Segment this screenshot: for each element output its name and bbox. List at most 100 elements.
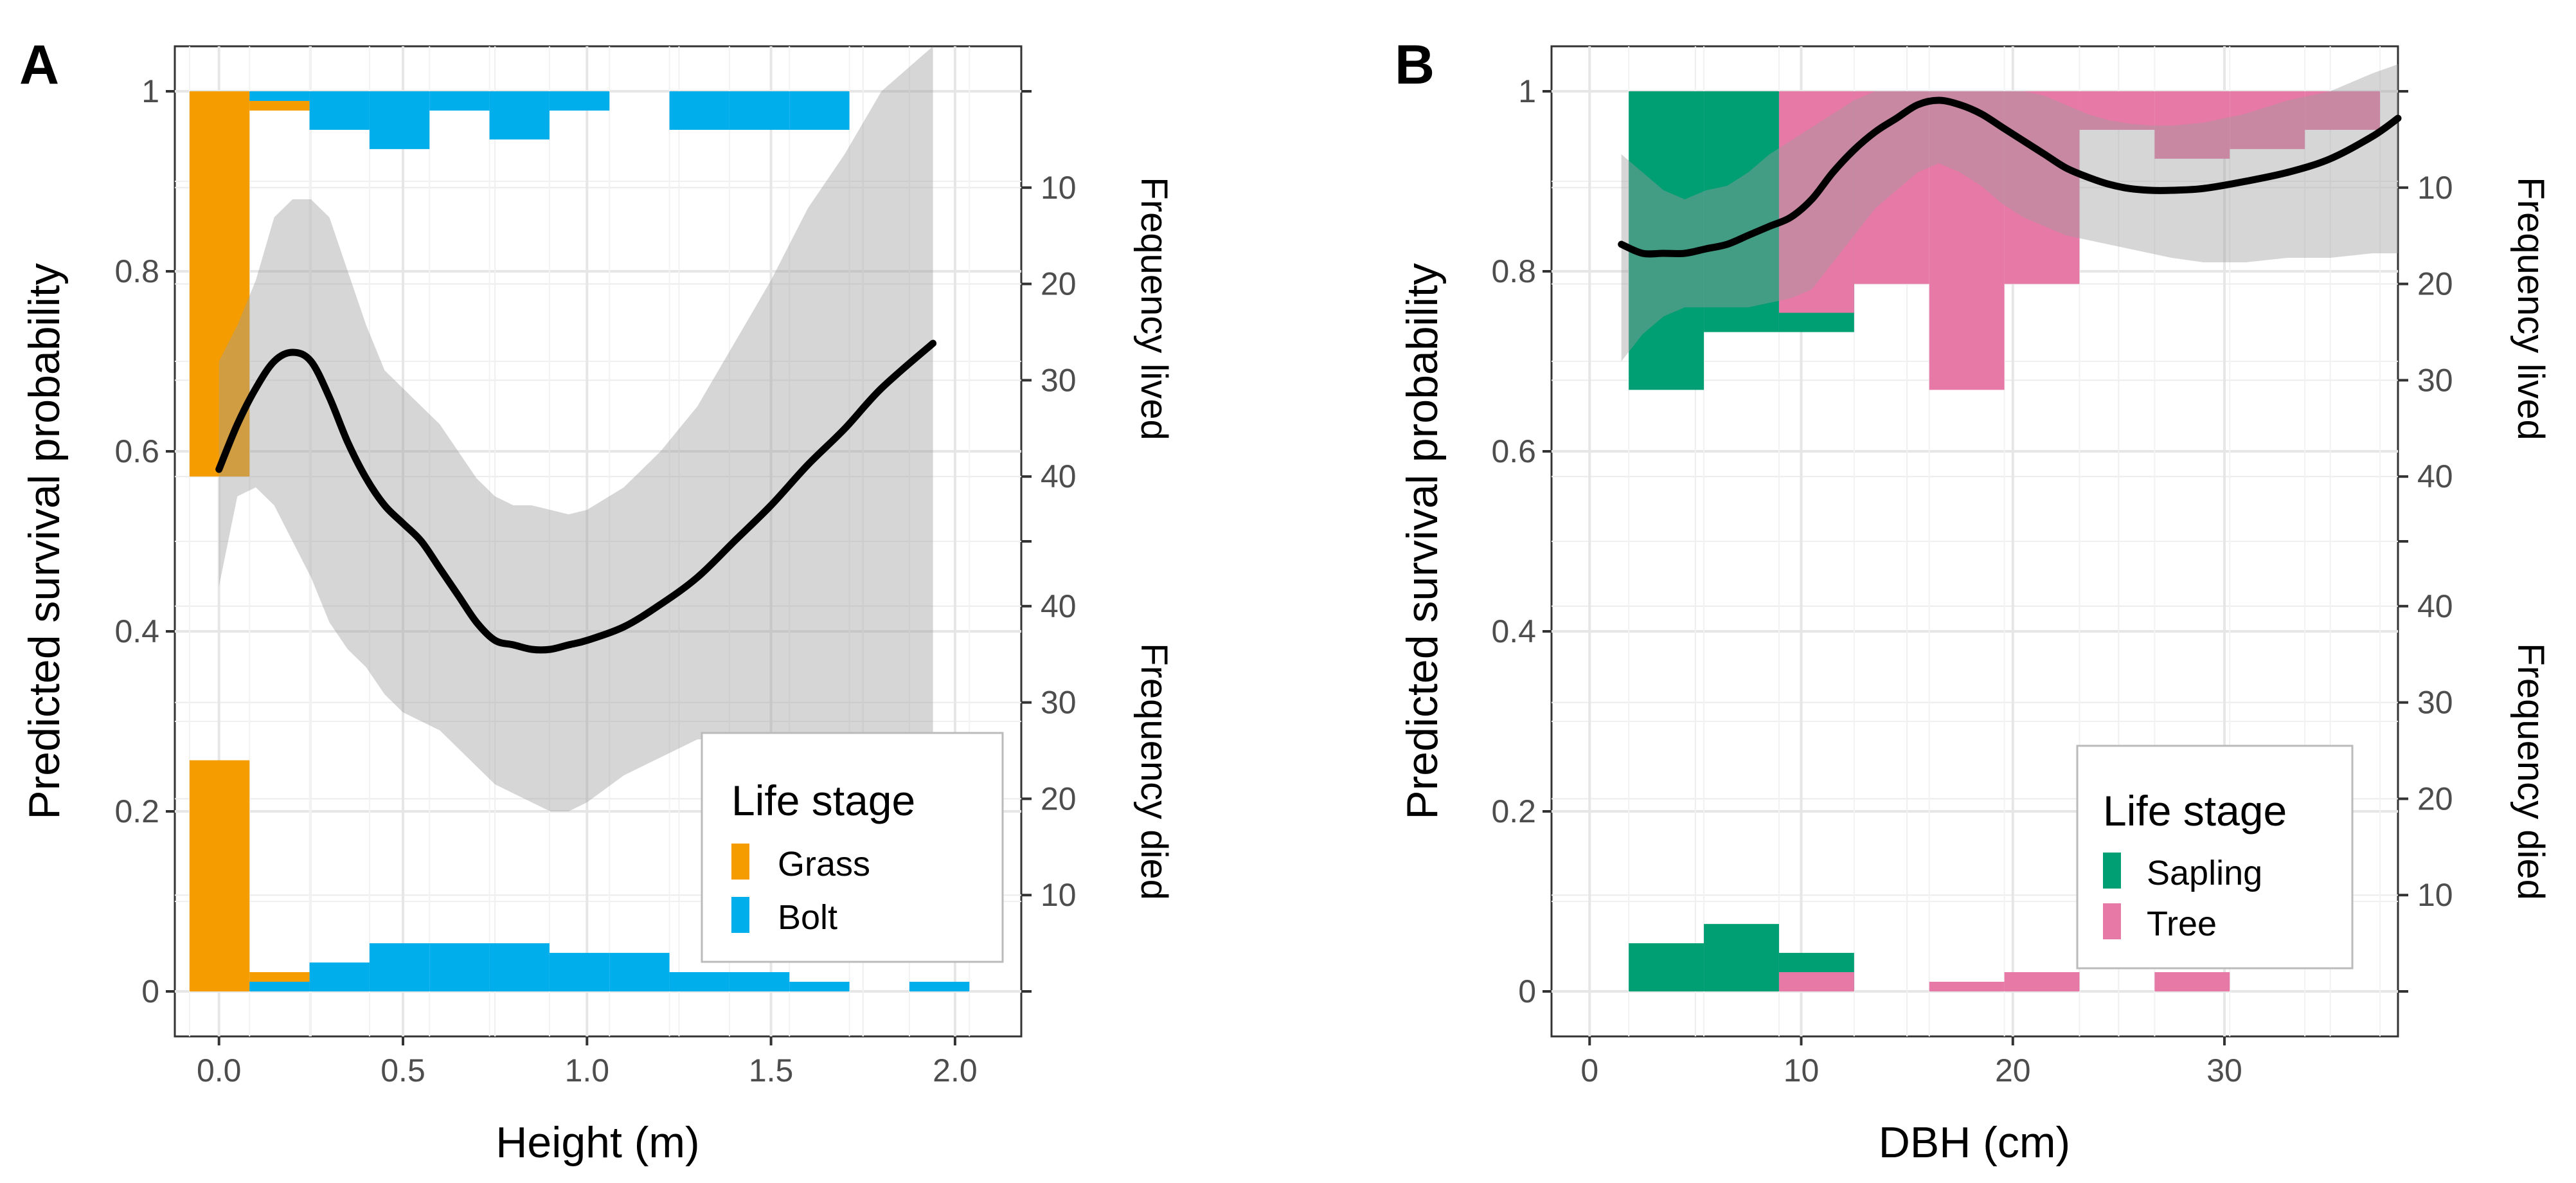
right-tick-label-lived: 30	[1041, 362, 1077, 398]
hist-bar-died-bolt	[609, 953, 670, 991]
hist-bar-lived-bolt	[729, 91, 790, 130]
x-tick-label: 2.0	[933, 1052, 978, 1088]
right-tick-label-died: 10	[1041, 877, 1077, 913]
hist-bar-lived-tree	[2154, 91, 2230, 159]
right-tick-label-lived: 20	[1041, 266, 1077, 302]
hist-bar-lived-bolt	[789, 91, 850, 130]
legend-label-grass: Grass	[778, 845, 870, 883]
hist-bar-died-tree	[2154, 972, 2230, 991]
right-tick-label-died: 40	[1041, 588, 1077, 624]
x-tick-label: 0.5	[380, 1052, 425, 1088]
right-tick-label-died: 20	[1041, 781, 1077, 817]
ci-ribbon	[219, 46, 933, 811]
y-axis-title-a: Predicted survival probability	[20, 263, 69, 820]
y-axis-title-b: Predicted survival probability	[1398, 263, 1447, 820]
hist-bar-died-bolt	[429, 943, 490, 991]
legend-label-tree: Tree	[2147, 905, 2217, 943]
x-tick-label: 10	[1784, 1052, 1820, 1088]
panel-label-b: B	[1395, 34, 1435, 96]
legend-a: Life stage Grass Bolt	[701, 732, 1004, 963]
hist-bar-died-tree	[1778, 972, 1854, 991]
panel-b: B 00.20.40.60.810 10 20 301020304010203040 …	[1395, 34, 2552, 1167]
hist-bar-died-bolt	[909, 982, 970, 991]
hist-bar-died-tree	[2004, 972, 2080, 991]
hist-bar-lived-bolt	[429, 91, 490, 111]
y-tick-label: 0.6	[1491, 433, 1536, 469]
y-tick-label: 0	[1518, 973, 1536, 1009]
hist-bar-lived-tree	[2004, 91, 2080, 284]
hist-bar-died-bolt	[489, 943, 550, 991]
right-tick-label-lived: 30	[2417, 362, 2453, 398]
right-tick-label-died: 30	[1041, 685, 1077, 721]
legend-box-a	[701, 732, 1004, 963]
legend-b: Life stage Sapling Tree	[2076, 745, 2354, 970]
x-tick-label: 1.0	[565, 1052, 610, 1088]
hist-bar-died-bolt	[249, 982, 310, 991]
right-axis-title-died-a: Frequency died	[1133, 643, 1175, 900]
hist-bar-died-bolt	[789, 982, 850, 991]
axes-a: 0 0.2 0.4 0.6 0.8 1 0.0 0.5 1.0 1.5 2.0 10 20 30 40 10 2…	[114, 73, 1076, 1088]
hist-bar-lived-bolt	[549, 91, 610, 111]
hist-bar-lived-tree	[2230, 91, 2305, 149]
x-axis-title-b: DBH (cm)	[1879, 1118, 2070, 1167]
confidence-ribbon-a	[219, 46, 933, 811]
hist-bar-died-sapling	[1629, 943, 1704, 991]
right-tick-label-died: 40	[2417, 588, 2453, 624]
hist-bar-died-bolt	[669, 972, 729, 991]
hist-bar-lived-sapling	[1704, 91, 1779, 332]
x-tick-label: 1.5	[749, 1052, 794, 1088]
x-tick-label: 30	[2206, 1052, 2242, 1088]
hist-bar-lived-bolt	[309, 91, 370, 130]
legend-title-a: Life stage	[731, 777, 915, 824]
legend-swatch-grass	[731, 844, 749, 880]
hist-bar-died-bolt	[729, 972, 790, 991]
legend-title-b: Life stage	[2103, 787, 2287, 835]
x-tick-label: 20	[1995, 1052, 2031, 1088]
hist-bar-lived-bolt	[369, 91, 430, 149]
hist-bar-died-bolt	[369, 943, 430, 991]
right-tick-label-lived: 10	[1041, 170, 1077, 206]
legend-swatch-bolt	[731, 897, 749, 933]
hist-bar-died-sapling	[1704, 924, 1779, 991]
y-tick-label: 0.6	[114, 433, 159, 469]
legend-label-bolt: Bolt	[778, 898, 837, 937]
x-tick-label: 0	[1580, 1052, 1598, 1088]
x-axis-title-a: Height (m)	[496, 1118, 699, 1167]
hist-bar-lived-sapling	[1629, 91, 1704, 390]
grid-a	[175, 46, 1021, 1036]
hist-bar-lived-bolt	[669, 91, 729, 130]
right-tick-label-died: 10	[2417, 877, 2453, 913]
hist-bar-lived-bolt	[489, 91, 550, 140]
legend-label-sapling: Sapling	[2147, 854, 2262, 892]
legend-box-b	[2076, 745, 2354, 970]
y-tick-label: 1	[141, 73, 159, 109]
y-tick-label: 1	[1518, 73, 1536, 109]
histogram-a	[189, 91, 970, 991]
y-tick-label: 0.4	[114, 613, 159, 649]
hist-bar-lived-bolt	[249, 91, 310, 101]
y-tick-label: 0.4	[1491, 613, 1536, 649]
right-axis-title-lived-b: Frequency lived	[2510, 177, 2552, 440]
y-tick-label: 0.2	[114, 793, 159, 829]
right-tick-label-lived: 10	[2417, 170, 2453, 206]
hist-bar-died-bolt	[309, 962, 370, 991]
x-tick-label: 0.0	[197, 1052, 242, 1088]
panel-label-a: A	[19, 34, 59, 96]
y-tick-label: 0.8	[1491, 253, 1536, 289]
hist-bar-lived-tree	[2079, 91, 2155, 130]
legend-swatch-tree	[2103, 903, 2121, 939]
y-tick-label: 0	[141, 973, 159, 1009]
right-tick-label-lived: 40	[1041, 458, 1077, 494]
hist-bar-died-grass	[189, 760, 250, 991]
confidence-ribbon-b	[1621, 64, 2398, 361]
y-tick-label: 0.8	[114, 253, 159, 289]
fit-line-b	[1618, 96, 2402, 258]
right-tick-label-died: 30	[2417, 685, 2453, 721]
histogram-b	[1629, 91, 2381, 991]
legend-swatch-sapling	[2103, 853, 2121, 889]
right-tick-label-died: 20	[2417, 781, 2453, 817]
fit-curve	[215, 339, 937, 654]
right-tick-label-lived: 40	[2417, 458, 2453, 494]
